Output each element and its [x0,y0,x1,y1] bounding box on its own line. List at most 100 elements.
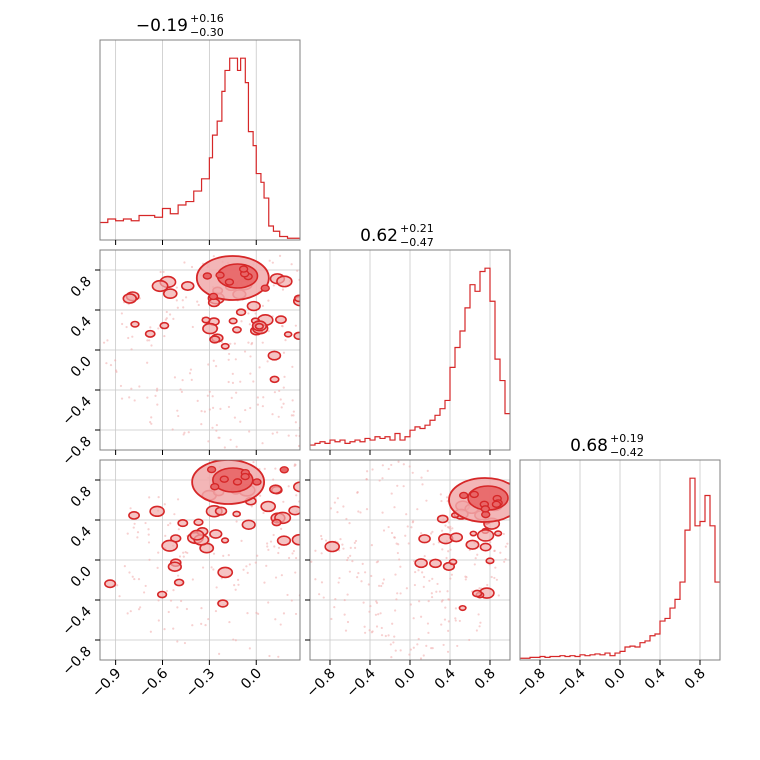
sample-point [235,520,238,523]
sample-point [268,654,271,658]
sample-point [175,286,178,289]
sample-point [218,652,221,655]
sample-point [233,342,236,345]
x-tick-label: −0.6 [136,665,171,700]
sample-point [404,578,406,580]
sample-point [464,575,467,578]
sample-point [396,551,399,555]
y-tick-label: −0.4 [59,393,94,428]
sample-point [354,523,356,525]
contour-blob-outer [407,343,413,347]
sample-point [372,555,374,557]
sample-point [248,647,251,650]
sample-point [489,540,492,544]
sample-point [381,511,384,514]
contour-blob-inner [491,500,502,509]
sample-point [123,564,126,568]
sample-point [458,619,461,623]
sample-point [129,507,132,510]
sample-point [230,396,233,400]
sample-point [330,617,333,621]
sample-point [311,326,313,328]
sample-point [337,581,340,584]
sample-point [177,414,180,418]
sample-point [316,383,318,385]
contour-blob-outer [104,579,117,589]
panel-title-plus: +0.16 [190,12,224,25]
sample-point [414,570,417,574]
sample-point [449,548,452,551]
sample-point [351,280,353,282]
sample-point [439,493,442,496]
contour-blob-outer [436,514,449,524]
panel-title-plus: +0.21 [400,222,434,235]
sample-point [384,634,387,638]
contour-blob-inner [469,490,479,499]
sample-point [320,537,323,541]
sample-point [262,396,265,399]
contour-blob-outer [418,534,431,544]
sample-point [475,629,478,632]
sample-point [287,434,290,437]
sample-point [212,359,215,362]
sample-point [279,398,282,401]
sample-point [344,500,346,502]
sample-point [128,571,131,574]
sample-point [344,593,346,595]
sample-point [127,336,130,340]
sample-point [277,415,280,418]
sample-point [348,600,350,602]
sample-point [478,587,481,590]
sample-point [125,325,128,329]
sample-point [423,554,426,558]
contour-blob-outer [448,558,458,566]
sample-point [212,568,215,571]
contour-blob-inner [210,482,220,491]
sample-point [412,617,415,620]
sample-point [157,327,160,330]
contour-blob-outer [449,532,464,543]
sample-point [147,541,151,544]
sample-point [263,581,266,584]
contour-blob-inner [279,466,289,474]
sample-point [163,503,166,506]
contour-blob-inner [260,284,270,292]
sample-point [380,358,382,360]
sample-point [379,612,382,615]
sample-point [329,507,333,510]
sample-point [411,471,414,474]
sample-point [490,575,493,579]
panel-content [310,460,510,660]
sample-point [234,588,237,591]
sample-point [227,553,230,557]
sample-point [426,622,430,625]
sample-point [200,410,203,413]
sample-point [449,577,452,580]
sample-point [163,334,166,338]
contour-blob-inner [202,272,213,280]
sample-point [499,551,502,554]
sample-point [294,556,298,560]
sample-point [506,542,509,545]
sample-point [351,347,353,349]
sample-point [320,534,323,538]
sample-point [446,590,449,593]
sample-point [411,521,414,524]
contour-blob-inner [232,478,243,486]
sample-point [257,612,260,615]
sample-point [120,397,124,400]
sample-point [305,556,307,558]
sample-point [267,548,270,551]
sample-point [157,551,160,554]
sample-point [252,380,255,383]
sample-point [464,578,467,581]
x-tick-label: 0.4 [642,665,669,692]
sample-point [342,547,345,550]
panel-frame [99,39,301,241]
x-tick-label: −0.8 [513,666,548,701]
sample-point [274,467,277,470]
sample-point [147,533,150,536]
sample-point [346,620,350,624]
sample-point [178,555,182,558]
sample-point [325,582,327,584]
